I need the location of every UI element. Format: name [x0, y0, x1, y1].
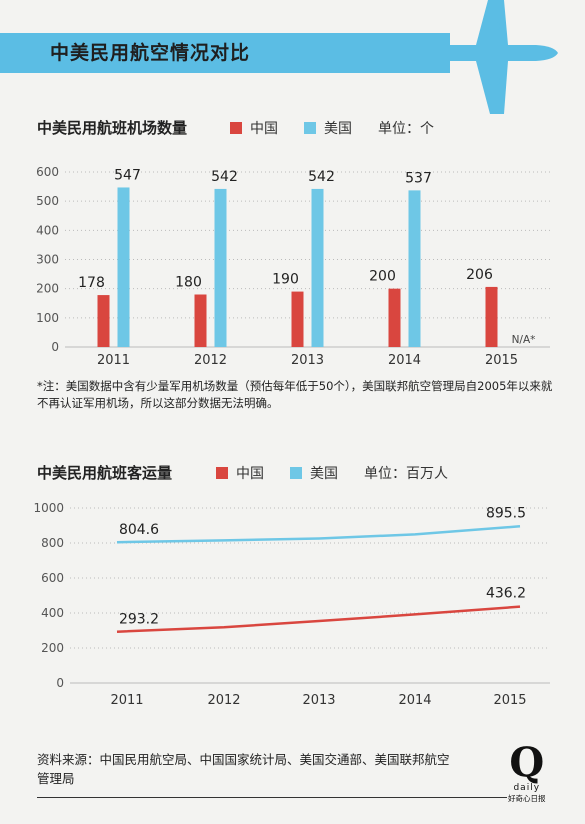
qdaily-logo: Q daily 好奇心日报	[508, 743, 546, 804]
divider	[37, 797, 507, 798]
chart1-legend: 中国 美国 单位：个	[230, 118, 434, 138]
x-tick-label: 2013	[291, 353, 324, 368]
x-tick-label: 2014	[398, 693, 431, 708]
chart2-legend: 中国 美国 单位：百万人	[216, 463, 448, 483]
legend-usa-2: 美国	[290, 463, 338, 483]
y-tick-label: 200	[36, 282, 59, 296]
y-tick-label: 300	[36, 253, 59, 267]
y-tick-label: 400	[41, 606, 64, 620]
bar-china	[97, 295, 110, 347]
x-tick-label: 2012	[194, 353, 227, 368]
data-label: 542	[308, 169, 335, 185]
bar-usa	[311, 188, 324, 347]
x-tick-label: 2015	[493, 693, 526, 708]
legend-label-usa-2: 美国	[310, 466, 338, 482]
title-banner: 中美民用航空情况对比	[0, 33, 450, 73]
y-tick-label: 400	[36, 223, 59, 237]
data-label: 178	[78, 275, 105, 291]
x-tick-label: 2012	[207, 693, 240, 708]
line-usa	[116, 525, 521, 544]
chart1-title: 中美民用航班机场数量	[37, 119, 188, 137]
bar-china	[194, 294, 207, 347]
y-tick-label: 0	[56, 676, 64, 690]
logo-cn: 好奇心日报	[508, 794, 546, 803]
bar-usa	[117, 187, 130, 347]
y-tick-label: 600	[41, 571, 64, 585]
y-tick-label: 200	[41, 641, 64, 655]
bar-usa	[214, 188, 227, 347]
y-tick-label: 500	[36, 194, 59, 208]
data-label: 180	[175, 275, 202, 291]
data-label: 547	[114, 167, 141, 183]
data-label: 190	[272, 272, 299, 288]
x-tick-label: 2013	[302, 693, 335, 708]
legend-label-usa: 美国	[324, 121, 352, 137]
legend-swatch-china-2	[216, 467, 228, 479]
legend-china: 中国	[230, 118, 278, 138]
footnote: *注：美国数据中含有少量军用机场数量（预估每年低于50个），美国联邦航空管理局自…	[37, 379, 553, 410]
bar-chart-airports: 0 100 200 300 400 500 600 2011 178 547 2012 180 542 2…	[36, 165, 550, 368]
data-source: 资料来源：中国民用航空局、中国国家统计局、美国交通部、美国联邦航空管理局	[37, 752, 450, 786]
bar-usa	[408, 190, 421, 347]
x-tick-label: 2015	[485, 353, 518, 368]
legend-label-china-2: 中国	[236, 466, 264, 482]
logo-word: daily	[513, 783, 541, 793]
x-tick-label: 2014	[388, 353, 421, 368]
chart2-unit: 单位：百万人	[364, 466, 448, 482]
chart1-unit: 单位：个	[378, 121, 434, 137]
airplane-icon	[440, 0, 558, 114]
bar-china	[291, 291, 304, 347]
bar-china	[388, 288, 401, 347]
data-label-end: 436.2	[486, 586, 526, 602]
data-label: 542	[211, 169, 238, 185]
bar-china	[485, 286, 498, 347]
data-label-start: 293.2	[119, 612, 159, 628]
line-chart-passengers: 0 200 400 600 800 1000 2011 2012 2013 2014 2015 293…	[33, 501, 550, 708]
data-label: N/A*	[512, 334, 536, 346]
data-label-end: 895.5	[486, 505, 526, 521]
data-label: 206	[466, 267, 493, 283]
legend-usa: 美国	[304, 118, 352, 138]
legend-label-china: 中国	[250, 121, 278, 137]
data-label: 200	[369, 269, 396, 285]
y-tick-label: 600	[36, 165, 59, 179]
data-label-start: 804.6	[119, 522, 159, 538]
y-tick-label: 1000	[33, 501, 64, 515]
legend-swatch-china	[230, 122, 242, 134]
legend-swatch-usa	[304, 122, 316, 134]
y-tick-label: 800	[41, 536, 64, 550]
x-tick-label: 2011	[110, 693, 143, 708]
legend-china-2: 中国	[216, 463, 264, 483]
legend-swatch-usa-2	[290, 467, 302, 479]
logo-letter: Q	[509, 739, 545, 786]
chart2-title: 中美民用航班客运量	[37, 464, 173, 482]
y-tick-label: 0	[51, 340, 59, 354]
line-china	[116, 605, 521, 633]
page-title: 中美民用航空情况对比	[50, 42, 251, 64]
y-tick-label: 100	[36, 311, 59, 325]
data-label: 537	[405, 170, 432, 186]
x-tick-label: 2011	[97, 353, 130, 368]
